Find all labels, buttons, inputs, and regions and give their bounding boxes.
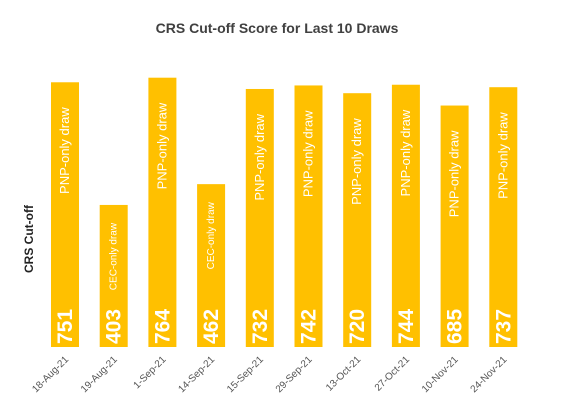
bars-layer xyxy=(51,77,518,348)
bar-value-label: 742 xyxy=(298,309,321,344)
bar-annotation: PNP-only draw xyxy=(349,118,364,205)
bar-annotation: CEC-only draw xyxy=(109,222,120,290)
bar-annotation: PNP-only draw xyxy=(301,110,316,197)
bar-annotation: PNP-only draw xyxy=(495,112,510,199)
x-tick-label: 18-Aug-21 xyxy=(30,354,71,395)
bar xyxy=(343,93,372,347)
bar-value-label: 737 xyxy=(492,309,515,344)
x-tick-label: 1-Sep-21 xyxy=(132,354,169,391)
bar-value-label: 764 xyxy=(151,309,174,344)
bar-value-label: 732 xyxy=(249,309,272,344)
bar-value-label: 751 xyxy=(54,309,77,344)
x-tick-label: 19-Aug-21 xyxy=(79,354,120,395)
bar xyxy=(294,85,323,347)
chart-title: CRS Cut-off Score for Last 10 Draws xyxy=(156,20,399,36)
bar xyxy=(51,82,79,348)
x-tick-label: 13-Oct-21 xyxy=(324,354,364,394)
bar-value-label: 744 xyxy=(395,309,418,344)
bar-value-label: 720 xyxy=(346,309,369,344)
x-tick-label: 24-Nov-21 xyxy=(469,354,510,395)
bar xyxy=(148,77,177,347)
bar-annotation: PNP-only draw xyxy=(447,130,462,217)
x-tick-labels: 18-Aug-21 19-Aug-21 1-Sep-21 14-Sep-21 15-Se… xyxy=(30,354,509,395)
bar-annotation: PNP-only draw xyxy=(154,102,169,189)
bar xyxy=(440,105,469,347)
x-tick-label: 15-Sep-21 xyxy=(225,354,266,395)
y-axis-label: CRS Cut-off xyxy=(22,204,36,273)
x-tick-label: 27-Oct-21 xyxy=(373,354,413,394)
bar-annotation: CEC-only draw xyxy=(206,201,217,269)
bar xyxy=(489,87,518,348)
bar-annotation: PNP-only draw xyxy=(57,107,72,194)
bar xyxy=(391,84,420,348)
bar-annotation: PNP-only draw xyxy=(252,113,267,200)
bar xyxy=(99,204,128,347)
bar xyxy=(245,88,274,347)
bar-value-label: 685 xyxy=(444,309,467,344)
labels-layer: 751 PNP-only draw 403 CEC-only draw 764 PNP-o… xyxy=(54,102,515,344)
x-tick-label: 14-Sep-21 xyxy=(176,354,217,395)
x-tick-label: 29-Sep-21 xyxy=(274,354,315,395)
bar-value-label: 403 xyxy=(103,309,126,344)
x-tick-label: 10-Nov-21 xyxy=(420,354,461,395)
bar-value-label: 462 xyxy=(200,309,223,344)
bar-annotation: PNP-only draw xyxy=(398,109,413,196)
bar xyxy=(197,184,226,347)
